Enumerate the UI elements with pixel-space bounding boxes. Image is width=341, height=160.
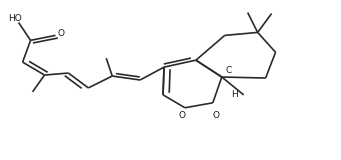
Text: HO: HO	[8, 14, 21, 23]
Text: H: H	[231, 90, 238, 99]
Text: O: O	[212, 111, 219, 120]
Text: O: O	[58, 29, 65, 38]
Text: O: O	[178, 111, 186, 120]
Text: C: C	[226, 66, 232, 75]
